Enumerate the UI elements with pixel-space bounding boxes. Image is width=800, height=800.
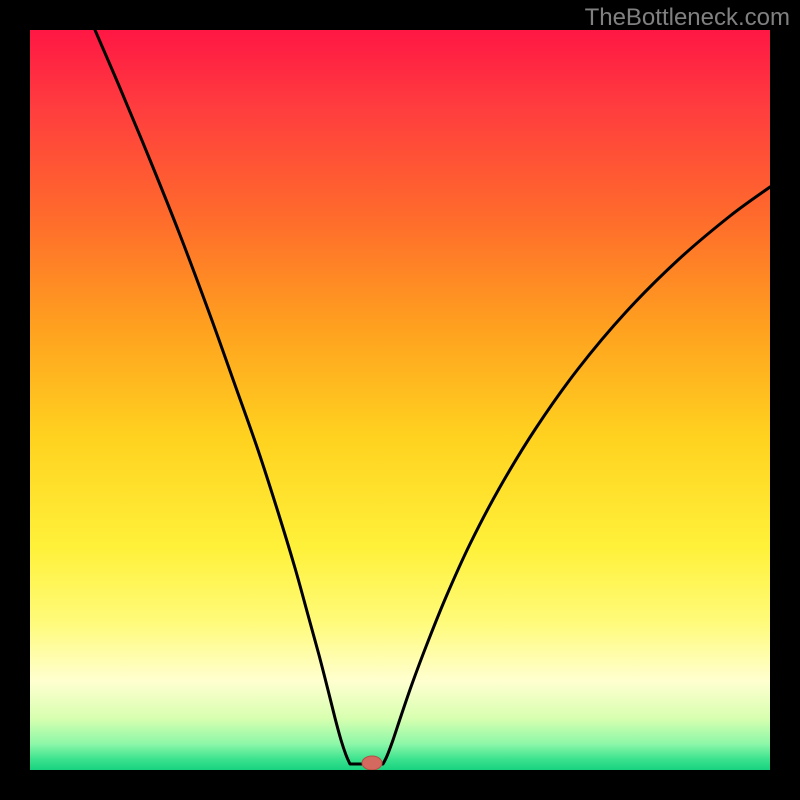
chart-stage: TheBottleneck.com xyxy=(0,0,800,800)
optimum-marker xyxy=(362,756,382,770)
chart-svg xyxy=(0,0,800,800)
watermark-text: TheBottleneck.com xyxy=(585,4,790,32)
